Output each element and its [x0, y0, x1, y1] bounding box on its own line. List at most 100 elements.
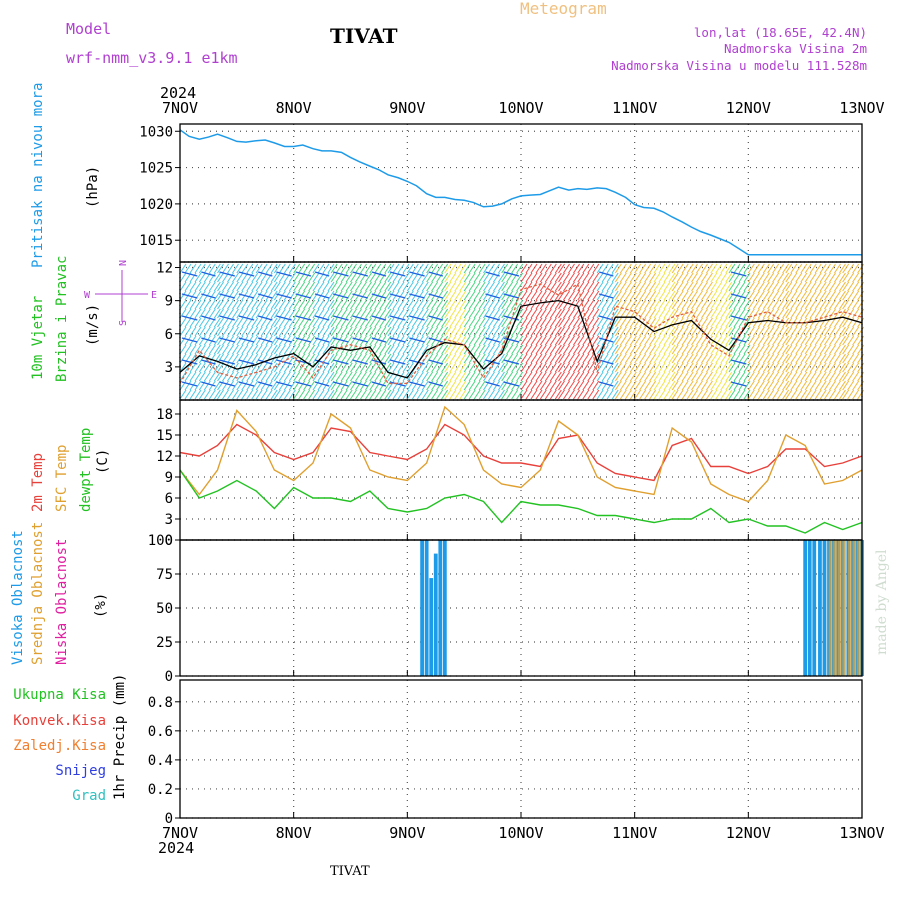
wind-barb	[606, 344, 614, 355]
wind-barb	[611, 362, 619, 373]
wind-barb	[369, 317, 377, 328]
wind-barb	[303, 326, 311, 337]
wind-barb	[322, 272, 330, 283]
wind-barb	[795, 290, 803, 301]
wind-barb	[634, 362, 642, 373]
wind-barb	[834, 362, 841, 373]
wind-barb	[819, 326, 827, 337]
wind-barb	[710, 290, 718, 301]
wind-barb	[658, 317, 666, 328]
wind-barb	[246, 272, 254, 283]
wind-barb	[473, 290, 481, 301]
wind-barb	[544, 281, 552, 292]
wind-barb	[251, 263, 259, 274]
wind-barb	[365, 326, 372, 337]
wind-barb	[317, 281, 325, 292]
wind-barb	[236, 362, 244, 373]
wind-barb	[549, 353, 557, 364]
wind-barb	[710, 272, 718, 283]
wind-barb	[554, 308, 562, 319]
wind-barb	[303, 389, 311, 400]
wind-barb	[596, 317, 604, 328]
wind-barb	[179, 263, 187, 274]
wind-barb	[743, 299, 751, 310]
wind-barb	[406, 371, 414, 382]
wind-barb	[847, 290, 855, 301]
wind-barb	[785, 272, 793, 283]
wind-barb	[772, 299, 780, 310]
wind-barb	[459, 353, 467, 364]
wind-barb	[752, 389, 760, 400]
wind-barb	[814, 263, 822, 274]
wind-barb	[227, 326, 234, 337]
wind-barb	[658, 263, 666, 274]
wind-barb	[563, 344, 570, 355]
wind-barb	[706, 317, 713, 328]
wind-barb	[804, 308, 812, 319]
wind-barb	[554, 263, 562, 274]
wind-barb	[790, 281, 798, 292]
wind-barb	[668, 308, 676, 319]
wind-barb	[634, 371, 642, 382]
wind-barb	[624, 317, 632, 328]
wind-barb	[459, 380, 467, 391]
wind-arrow	[181, 337, 198, 343]
wind-barb	[236, 353, 244, 364]
wind-barb	[184, 281, 192, 292]
wind-barb	[752, 380, 760, 391]
wind-barb	[743, 308, 751, 319]
wind-barb	[421, 371, 429, 382]
wind-barb	[236, 263, 244, 274]
wind-barb	[525, 371, 533, 382]
wind-barb	[535, 371, 543, 382]
wind-barb	[671, 380, 679, 391]
wind-barb	[842, 371, 850, 382]
wind-barb	[573, 380, 580, 391]
wind-barb	[278, 389, 286, 400]
wind-barb	[728, 353, 736, 364]
wind-barb	[436, 308, 444, 319]
wind-barb	[544, 290, 552, 301]
wind-barb	[317, 371, 325, 382]
wind-barb	[725, 353, 733, 364]
wind-barb	[611, 290, 619, 301]
wind-barb	[649, 353, 657, 364]
wind-barb	[327, 335, 335, 346]
wind-barb	[767, 317, 775, 328]
wind-arrow	[598, 293, 614, 299]
wind-barb	[720, 371, 728, 382]
wind-barb	[752, 308, 760, 319]
wind-barb	[790, 326, 798, 337]
cloud-bar	[818, 540, 822, 676]
wind-barb	[790, 389, 798, 400]
wind-barb	[454, 353, 462, 364]
wind-barb	[752, 362, 760, 373]
wind-barb	[686, 272, 694, 283]
wind-barb	[800, 371, 808, 382]
wind-barb	[501, 317, 509, 328]
wind-barb	[501, 263, 509, 274]
wind-arrow	[352, 271, 369, 277]
wind-barb	[706, 353, 713, 364]
wind-barb	[260, 371, 268, 382]
wind-barb	[720, 362, 728, 373]
wind-barb	[501, 308, 509, 319]
wind-barb	[839, 335, 846, 346]
wind-barb	[767, 362, 775, 373]
wind-barb	[222, 281, 229, 292]
wind-barb	[335, 335, 343, 346]
wind-barb	[782, 308, 790, 319]
wind-barb	[416, 263, 424, 274]
wind-barb	[246, 308, 254, 319]
wind-barb	[601, 299, 609, 310]
wind-barb	[582, 299, 590, 310]
wind-barb	[720, 380, 728, 391]
wind-barb	[795, 380, 803, 391]
wind-barb	[563, 299, 570, 310]
wind-barb	[392, 371, 400, 382]
wind-barb	[236, 290, 244, 301]
wind-barb	[696, 353, 703, 364]
wind-barb	[814, 272, 822, 283]
wind-barb	[676, 281, 684, 292]
cloud-unit: (%)	[93, 593, 109, 618]
